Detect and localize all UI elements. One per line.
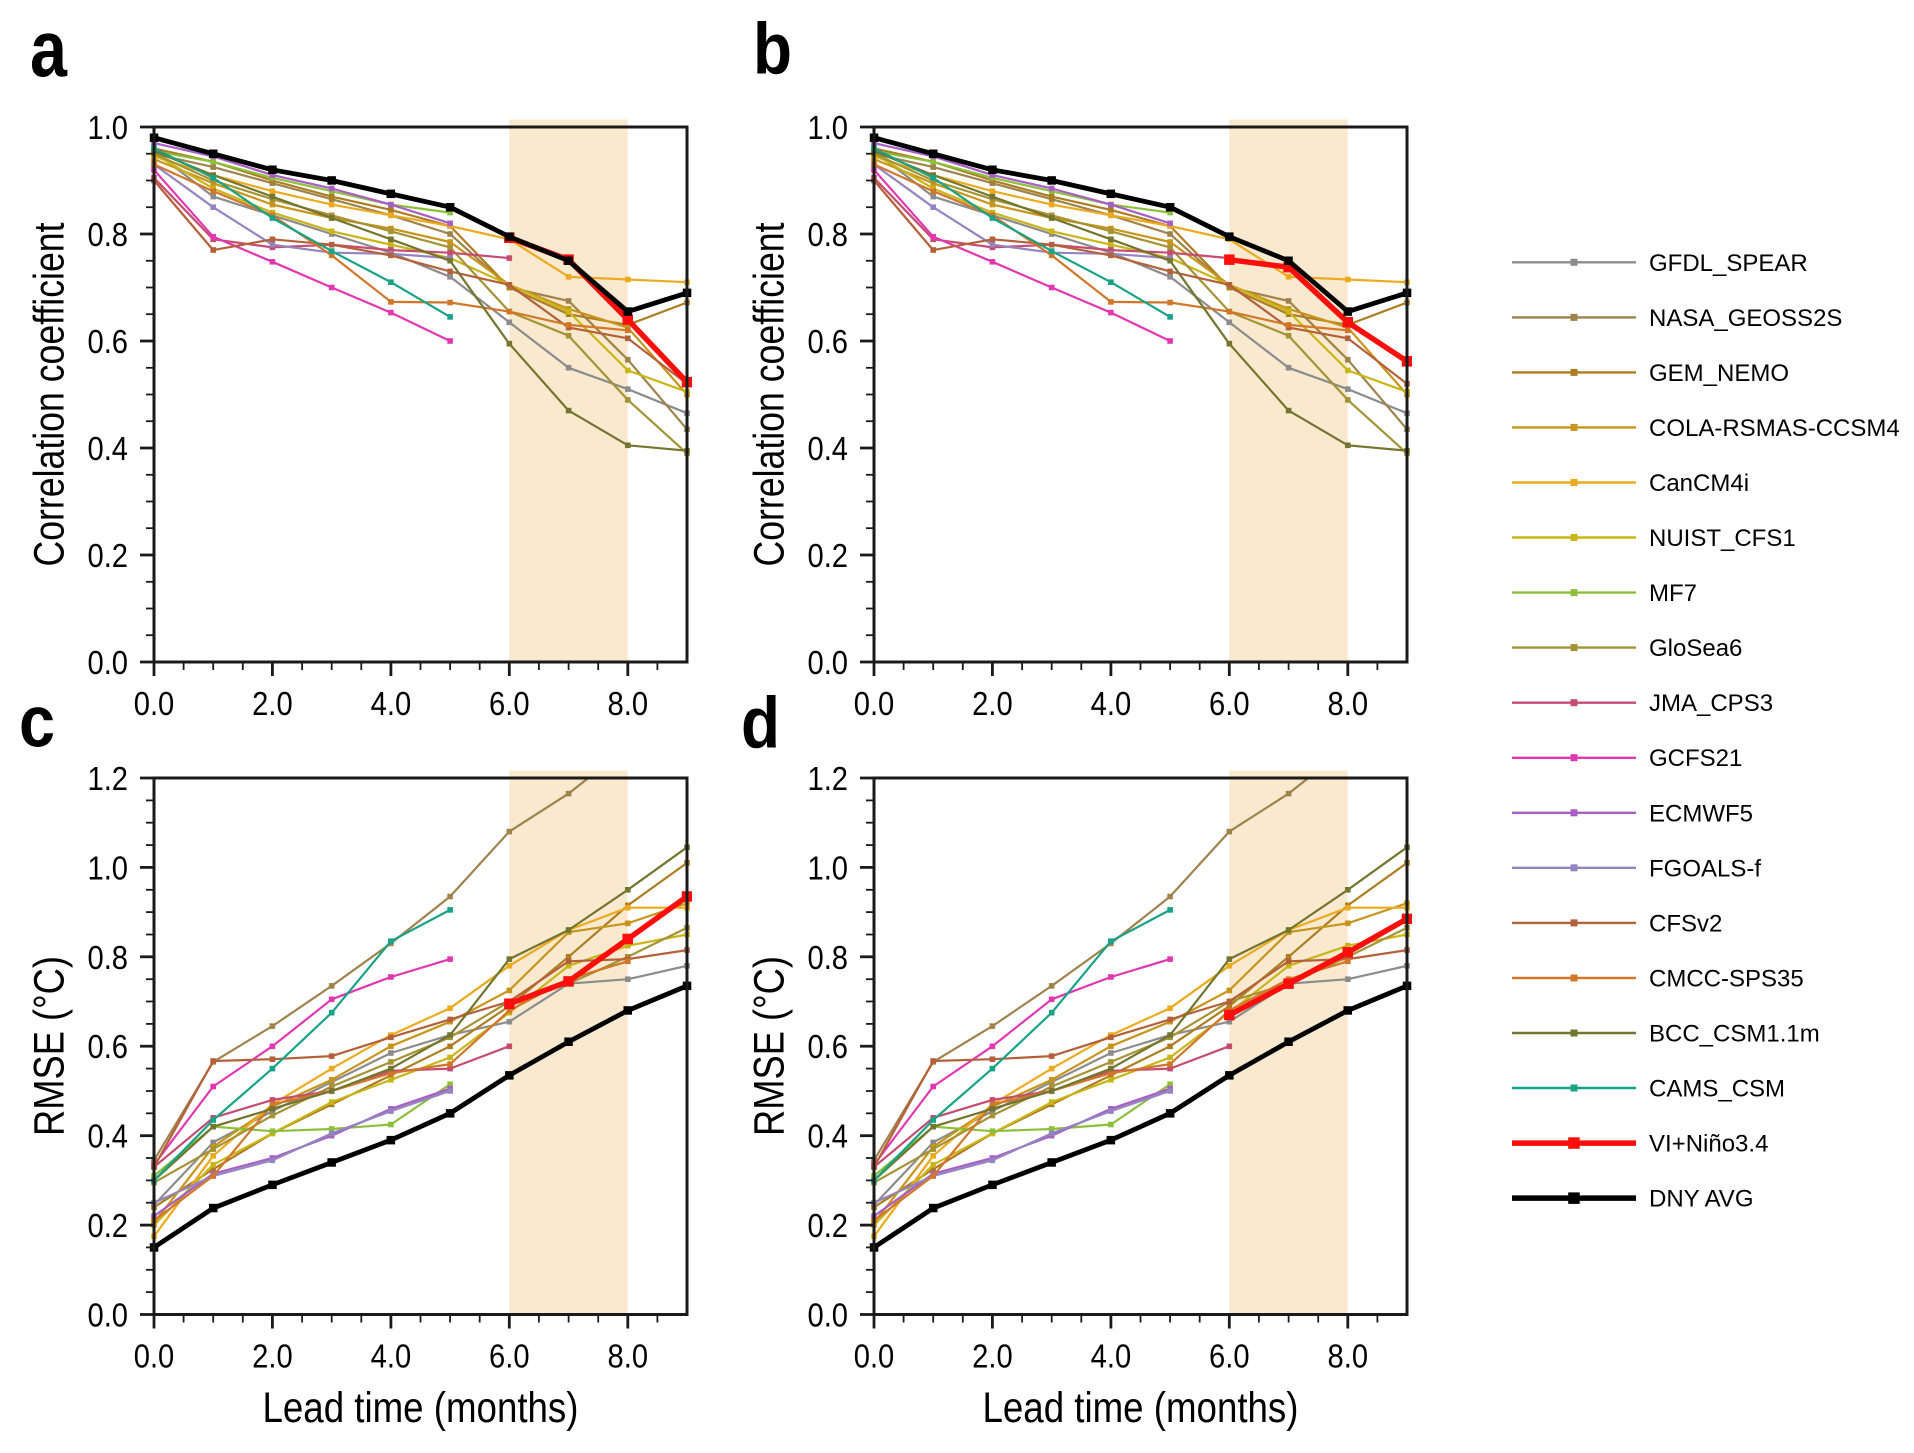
svg-text:Lead time (months): Lead time (months) — [263, 1385, 579, 1432]
svg-text:MF7: MF7 — [1649, 580, 1697, 607]
svg-text:4.0: 4.0 — [1091, 1338, 1132, 1375]
svg-text:1.0: 1.0 — [88, 849, 129, 886]
svg-text:Correlation coefficient: Correlation coefficient — [747, 222, 794, 566]
svg-text:RMSE (°C): RMSE (°C) — [27, 956, 74, 1136]
svg-text:0.6: 0.6 — [808, 323, 849, 360]
svg-text:1.0: 1.0 — [88, 109, 129, 146]
svg-text:0.4: 0.4 — [88, 1118, 129, 1155]
svg-text:c: c — [19, 683, 55, 763]
svg-text:1.2: 1.2 — [808, 760, 849, 797]
svg-text:0.6: 0.6 — [808, 1028, 849, 1065]
svg-text:0.8: 0.8 — [88, 939, 129, 976]
svg-text:0.2: 0.2 — [88, 537, 129, 574]
svg-text:0.2: 0.2 — [808, 1207, 849, 1244]
svg-text:CMCC-SPS35: CMCC-SPS35 — [1649, 966, 1804, 993]
svg-text:8.0: 8.0 — [1328, 685, 1369, 722]
svg-text:0.4: 0.4 — [88, 430, 129, 467]
svg-text:GFDL_SPEAR: GFDL_SPEAR — [1649, 250, 1808, 277]
svg-text:0.6: 0.6 — [88, 323, 129, 360]
svg-text:0.8: 0.8 — [88, 216, 129, 253]
svg-text:0.8: 0.8 — [808, 216, 849, 253]
svg-text:Correlation coefficient: Correlation coefficient — [27, 222, 74, 566]
svg-text:8.0: 8.0 — [608, 1338, 649, 1375]
svg-text:1.0: 1.0 — [808, 849, 849, 886]
svg-text:1.2: 1.2 — [88, 760, 129, 797]
svg-text:8.0: 8.0 — [608, 685, 649, 722]
svg-text:DNY AVG: DNY AVG — [1649, 1186, 1753, 1213]
svg-text:0.4: 0.4 — [808, 1118, 849, 1155]
svg-text:0.2: 0.2 — [808, 537, 849, 574]
svg-text:0.0: 0.0 — [854, 1338, 895, 1375]
svg-text:FGOALS-f: FGOALS-f — [1649, 855, 1761, 882]
svg-text:6.0: 6.0 — [489, 685, 530, 722]
svg-text:6.0: 6.0 — [1209, 685, 1250, 722]
svg-text:0.0: 0.0 — [808, 1297, 849, 1334]
svg-text:CFSv2: CFSv2 — [1649, 910, 1722, 937]
svg-text:0.0: 0.0 — [134, 685, 175, 722]
svg-text:4.0: 4.0 — [371, 685, 412, 722]
svg-text:VI+Niño3.4: VI+Niño3.4 — [1649, 1131, 1768, 1158]
svg-text:GEM_NEMO: GEM_NEMO — [1649, 360, 1789, 387]
svg-text:a: a — [30, 4, 67, 93]
svg-text:2.0: 2.0 — [972, 685, 1013, 722]
svg-text:0.0: 0.0 — [88, 644, 129, 681]
svg-text:0.6: 0.6 — [88, 1028, 129, 1065]
svg-text:CAMS_CSM: CAMS_CSM — [1649, 1076, 1785, 1103]
svg-text:0.8: 0.8 — [808, 939, 849, 976]
svg-text:6.0: 6.0 — [489, 1338, 530, 1375]
svg-text:BCC_CSM1.1m: BCC_CSM1.1m — [1649, 1021, 1820, 1048]
svg-text:COLA-RSMAS-CCSM4: COLA-RSMAS-CCSM4 — [1649, 415, 1900, 442]
svg-text:b: b — [753, 10, 792, 90]
svg-text:2.0: 2.0 — [252, 1338, 293, 1375]
svg-text:4.0: 4.0 — [371, 1338, 412, 1375]
svg-text:6.0: 6.0 — [1209, 1338, 1250, 1375]
svg-text:NASA_GEOSS2S: NASA_GEOSS2S — [1649, 305, 1842, 332]
svg-text:RMSE (°C): RMSE (°C) — [747, 956, 794, 1136]
svg-text:GloSea6: GloSea6 — [1649, 635, 1742, 662]
svg-text:2.0: 2.0 — [972, 1338, 1013, 1375]
svg-text:0.4: 0.4 — [808, 430, 849, 467]
svg-text:Lead time (months): Lead time (months) — [983, 1385, 1299, 1432]
svg-text:8.0: 8.0 — [1328, 1338, 1369, 1375]
svg-text:2.0: 2.0 — [252, 685, 293, 722]
svg-text:NUIST_CFS1: NUIST_CFS1 — [1649, 525, 1796, 552]
svg-text:0.0: 0.0 — [854, 685, 895, 722]
svg-text:0.0: 0.0 — [808, 644, 849, 681]
svg-text:0.0: 0.0 — [88, 1297, 129, 1334]
svg-text:d: d — [741, 684, 780, 764]
svg-text:CanCM4i: CanCM4i — [1649, 470, 1749, 497]
svg-text:1.0: 1.0 — [808, 109, 849, 146]
svg-text:4.0: 4.0 — [1091, 685, 1132, 722]
svg-text:0.0: 0.0 — [134, 1338, 175, 1375]
svg-text:GCFS21: GCFS21 — [1649, 745, 1742, 772]
svg-text:ECMWF5: ECMWF5 — [1649, 800, 1753, 827]
svg-text:JMA_CPS3: JMA_CPS3 — [1649, 690, 1773, 717]
svg-text:0.2: 0.2 — [88, 1207, 129, 1244]
